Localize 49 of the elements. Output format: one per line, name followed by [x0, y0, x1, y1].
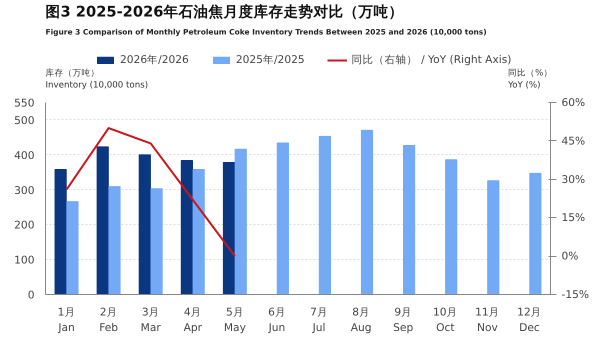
bar	[222, 162, 236, 294]
y2-tick-label: -15%	[562, 288, 590, 301]
y-tick-label: 300	[14, 184, 35, 197]
chart-title: 图3 2025-2026年石油焦月度库存走势对比（万吨）	[46, 2, 404, 20]
x-tick-label: 1月 Jan	[57, 306, 76, 334]
y-tick-label: 100	[14, 254, 35, 267]
x-tick-label: 6月 Jun	[268, 306, 286, 334]
bar	[96, 146, 109, 294]
y-tick-label: 500	[14, 114, 35, 127]
bar	[180, 160, 193, 294]
bar	[360, 130, 374, 294]
y-tick-label: 0	[28, 288, 35, 302]
bar	[54, 169, 67, 294]
bar	[318, 136, 332, 294]
y2-tick-label: 45%	[562, 134, 586, 148]
y-tick-label: 550	[14, 96, 35, 110]
y2-tick-label: 15%	[562, 211, 586, 224]
y-tick-label: 400	[14, 148, 35, 162]
bar	[138, 154, 151, 294]
y2-tick-label: 30%	[562, 172, 586, 186]
bar	[108, 186, 121, 294]
y2-axis-title: 同比（%） YoY (%)	[507, 68, 552, 90]
y2-tick-label: 60%	[562, 96, 586, 109]
x-tick-label: 3月 Mar	[140, 306, 162, 334]
bar	[487, 180, 500, 294]
x-tick-label: 11月 Nov	[475, 306, 500, 334]
legend-label: 2026年/2026	[120, 53, 189, 67]
legend-label: 2025年/2025	[236, 53, 305, 67]
bar	[403, 144, 416, 294]
x-tick-label: 2月 Feb	[99, 306, 118, 334]
x-tick-label: 12月 Dec	[517, 306, 542, 334]
y-tick-label: 200	[14, 218, 35, 232]
y-axis-title: 库存（万吨） Inventory (10,000 tons)	[46, 68, 148, 90]
line-series	[66, 127, 236, 258]
bar	[529, 172, 542, 294]
x-tick-label: 5月 May	[224, 306, 246, 334]
y2-tick-label: 0%	[562, 250, 578, 263]
legend-label: 同比（右轴） / YoY (Right Axis)	[352, 53, 512, 67]
bar	[150, 188, 163, 294]
x-tick-label: 7月 Jul	[310, 306, 328, 334]
x-tick-label: 4月 Apr	[184, 306, 203, 334]
bar	[276, 142, 289, 294]
bar	[445, 159, 458, 294]
x-tick-label: 9月 Sep	[393, 306, 414, 334]
bar	[192, 169, 205, 294]
bar	[234, 148, 247, 294]
x-tick-label: 8月 Aug	[350, 306, 372, 334]
bar	[66, 201, 79, 294]
x-tick-label: 10月 Oct	[433, 306, 458, 334]
